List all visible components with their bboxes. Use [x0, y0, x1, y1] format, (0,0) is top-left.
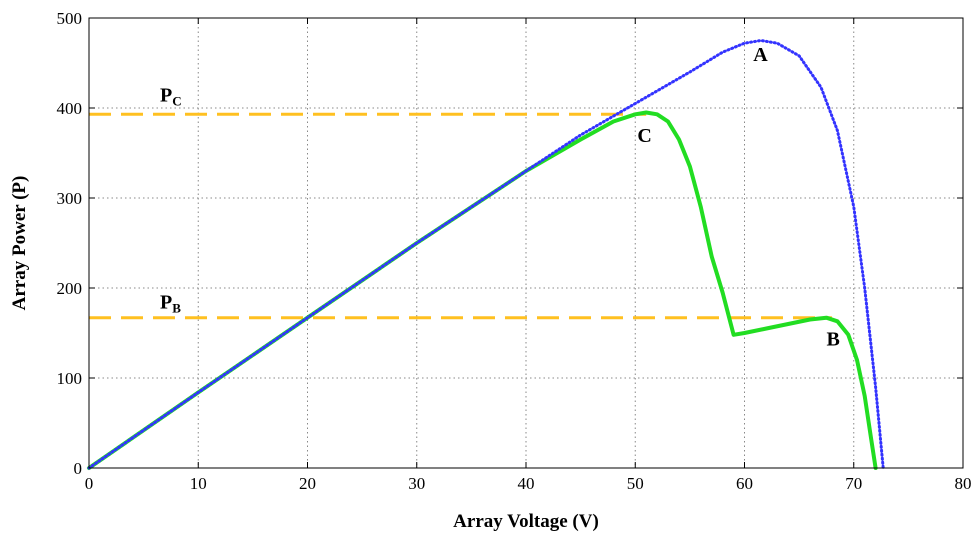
y-tick-label: 0 — [74, 459, 83, 478]
x-tick-label: 10 — [190, 474, 207, 493]
annotation-subscript: C — [172, 94, 181, 109]
x-tick-label: 0 — [85, 474, 94, 493]
y-tick-label: 100 — [57, 369, 83, 388]
y-tick-label: 400 — [57, 99, 83, 118]
y-tick-label: 300 — [57, 189, 83, 208]
annotation-label: A — [753, 44, 768, 66]
x-tick-label: 50 — [627, 474, 644, 493]
x-tick-label: 30 — [408, 474, 425, 493]
series-line-dotted — [87, 39, 885, 470]
y-axis-label: Array Power (P) — [9, 176, 30, 311]
x-tick-label: 20 — [299, 474, 316, 493]
annotation-subscript: B — [172, 301, 181, 316]
x-tick-label: 40 — [518, 474, 535, 493]
annotation-label: B — [826, 329, 839, 351]
x-axis-label: Array Voltage (V) — [453, 511, 599, 532]
tick-labels: 0 10 20 30 40 50 60 70 80 0 100 200 300 400 500 — [57, 9, 972, 493]
x-tick-label: 80 — [955, 474, 972, 493]
x-tick-label: 60 — [736, 474, 753, 493]
x-tick-label: 70 — [845, 474, 862, 493]
y-tick-label: 200 — [57, 279, 83, 298]
series-layer — [87, 39, 885, 470]
y-tick-label: 500 — [57, 9, 83, 28]
tick-marks — [88, 17, 964, 469]
series-line-solid — [87, 110, 878, 470]
annotation-label: C — [637, 125, 651, 147]
